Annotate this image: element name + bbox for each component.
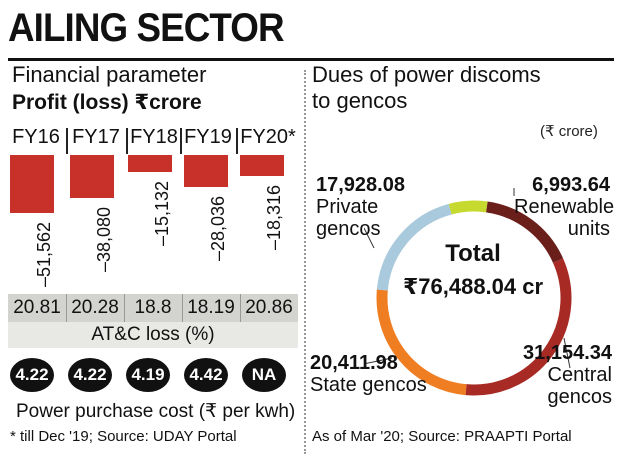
- renewable-units-label: 6,993.64 Renewable units: [514, 174, 615, 240]
- donut-slice: [376, 203, 452, 291]
- leader-line: [563, 337, 571, 369]
- donut-slice: [448, 200, 488, 215]
- right-footnote: As of Mar '20; Source: PRAAPTI Portal: [312, 428, 572, 445]
- ppc-badge: 4.19: [126, 358, 170, 392]
- fy-separator: [180, 128, 182, 154]
- private-gencos-label: 17,928.08 Private gencos: [316, 174, 406, 240]
- atc-separator: [240, 294, 241, 322]
- donut-total-value: ₹76,488.04 cr: [402, 274, 544, 299]
- ppc-title: Power purchase cost (₹ per kwh): [16, 401, 296, 422]
- donut-slice: [465, 258, 572, 396]
- profit-bar: [240, 155, 284, 176]
- state-gencos-label: 20,411.98 State gencos: [310, 352, 427, 396]
- ppc-badge: 4.22: [68, 358, 112, 392]
- right-title-line1: Dues of power discoms: [312, 62, 541, 87]
- profit-bar: [10, 155, 54, 213]
- fy-label: FY20*: [240, 126, 296, 148]
- dues-donut-chart: [364, 188, 572, 396]
- atc-separator: [124, 294, 125, 322]
- profit-bar: [70, 155, 114, 198]
- profit-bar-label: –28,036: [208, 195, 228, 261]
- ppc-badge: NA: [242, 358, 286, 392]
- ppc-badge: 4.42: [184, 358, 228, 392]
- renewable-units-value: 6,993.64: [532, 174, 610, 196]
- central-gencos-label: 31,154.34 Central gencos: [484, 342, 612, 408]
- left-subtitle: Financial parameter: [12, 62, 207, 87]
- state-gencos-value: 20,411.98: [310, 352, 398, 374]
- central-gencos-value: 31,154.34: [523, 342, 612, 364]
- fy-label: FY17: [72, 126, 120, 148]
- profit-bar-label: –15,132: [152, 180, 172, 247]
- dues-unit: (₹ crore): [540, 123, 598, 140]
- fy-label: FY16: [12, 126, 60, 148]
- atc-row: 20.81 20.28 18.8 18.19 20.86: [8, 294, 298, 322]
- atc-value: 18.19: [187, 297, 235, 318]
- profit-bar-label: –38,080: [94, 206, 114, 272]
- fy-label: FY19: [184, 126, 232, 148]
- renewable-units-name: Renewable units: [514, 196, 615, 240]
- right-title: Dues of power discoms to gencos: [312, 62, 612, 114]
- fy-separator: [126, 128, 128, 154]
- profit-bar: [128, 155, 172, 173]
- right-title-line2: to gencos: [312, 88, 408, 113]
- private-gencos-name: Private gencos: [316, 196, 381, 240]
- leader-line: [364, 227, 375, 249]
- panel-divider: [304, 70, 306, 454]
- profit-bar: [184, 155, 228, 187]
- left-metric: Profit (loss) ₹crore: [12, 91, 202, 114]
- ppc-badge: 4.22: [10, 358, 54, 392]
- fy-header-row: FY16 FY17 FY18 FY19 FY20*: [8, 126, 296, 154]
- atc-value: 20.28: [71, 297, 119, 318]
- donut-slice: [485, 201, 564, 263]
- leader-line: [364, 357, 393, 365]
- fy-separator: [236, 128, 238, 154]
- atc-value: 20.86: [245, 297, 293, 318]
- title-rule: [8, 58, 614, 61]
- private-gencos-value: 17,928.08: [316, 174, 405, 196]
- page-title: AILING SECTOR: [8, 6, 285, 50]
- profit-bar-chart: –51,562 –38,080 –15,132 –28,036 –18,316: [8, 155, 298, 295]
- fy-separator: [66, 128, 68, 154]
- fy-label: FY18: [130, 126, 178, 148]
- donut-slice: [376, 289, 467, 396]
- atc-title: AT&C loss (%): [8, 322, 298, 348]
- central-gencos-name: Central gencos: [547, 364, 613, 408]
- donut-total-label: Total: [445, 240, 501, 267]
- left-footnote: * till Dec '19; Source: UDAY Portal: [10, 428, 237, 445]
- atc-separator: [182, 294, 183, 322]
- atc-separator: [66, 294, 67, 322]
- atc-value: 20.81: [13, 297, 61, 318]
- atc-value: 18.8: [134, 297, 172, 318]
- state-gencos-name: State gencos: [310, 374, 427, 396]
- profit-bar-label: –51,562: [34, 221, 54, 287]
- profit-bar-label: –18,316: [264, 184, 284, 250]
